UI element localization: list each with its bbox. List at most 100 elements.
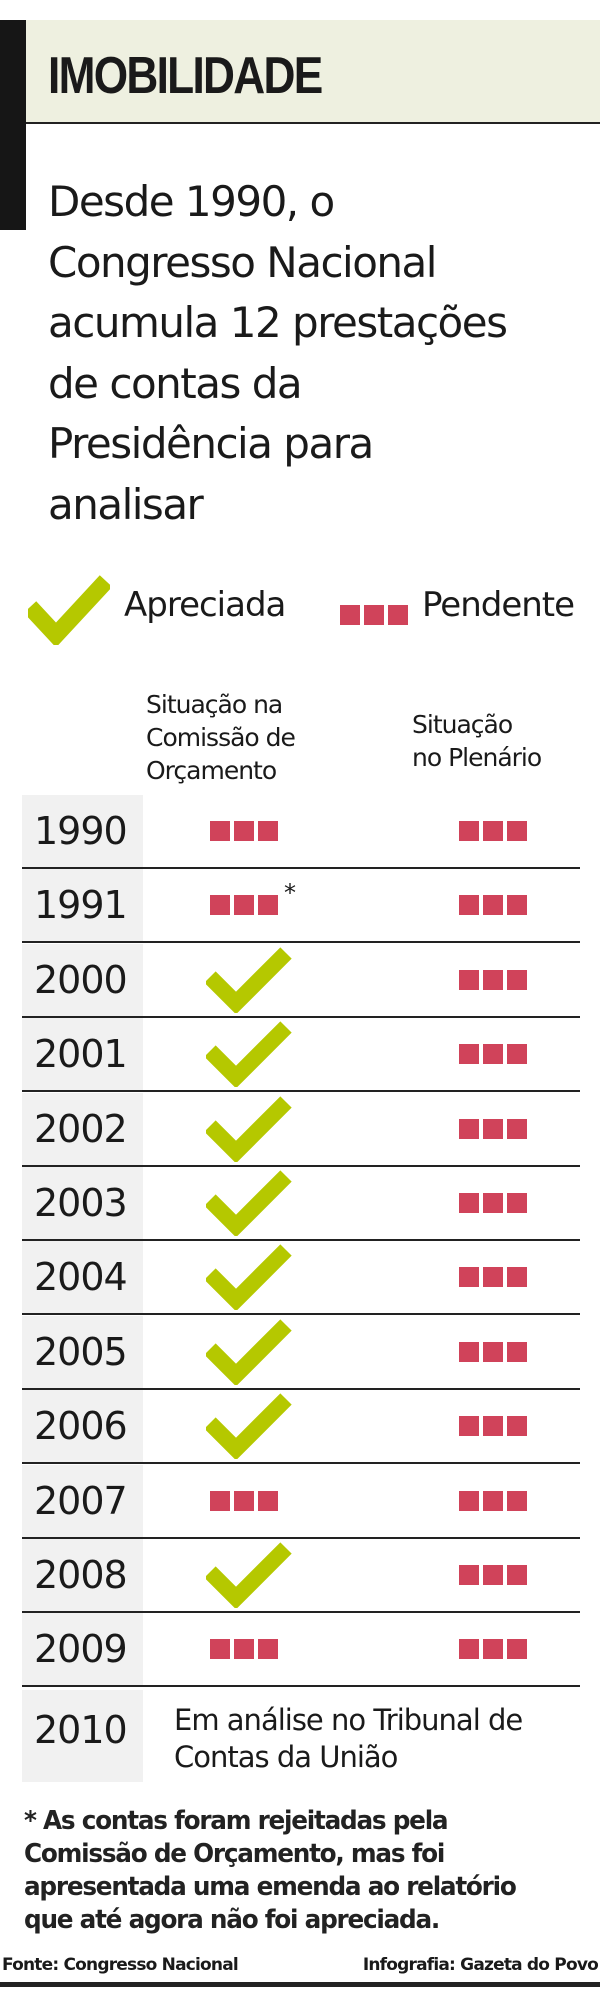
- year-label: 2001: [22, 1018, 143, 1091]
- committee-status: [188, 1018, 292, 1090]
- pending-squares-icon: [459, 1341, 527, 1362]
- table-row: 2002: [22, 1092, 580, 1167]
- header-line: Comissão de: [146, 723, 296, 752]
- year-label: 2009: [22, 1613, 143, 1686]
- header-band: IMOBILIDADE: [26, 20, 600, 124]
- header-line: no Plenário: [412, 743, 542, 772]
- legend-approved-label: Apreciada: [124, 585, 286, 625]
- pending-squares-icon: [459, 821, 527, 841]
- year-label: 2002: [22, 1092, 143, 1165]
- year-label: 2007: [22, 1464, 143, 1537]
- intro-line: acumula 12 prestações: [48, 298, 508, 347]
- accent-bar: [0, 20, 26, 230]
- year-label: 2003: [22, 1167, 143, 1239]
- year-label: 2005: [22, 1315, 143, 1388]
- pending-squares-icon: [459, 1639, 527, 1660]
- year-label: 2004: [22, 1241, 143, 1314]
- table-row: 2006: [22, 1390, 580, 1465]
- committee-status: [188, 1465, 278, 1537]
- intro-line: de contas da: [48, 358, 303, 408]
- intro-text: Desde 1990, o Congresso Nacional acumula…: [48, 172, 600, 535]
- note-line: Contas da União: [174, 1740, 398, 1774]
- committee-status: [188, 1316, 292, 1388]
- committee-status: [188, 1613, 278, 1685]
- check-icon: [206, 1021, 292, 1088]
- intro-line: Congresso Nacional: [48, 237, 437, 287]
- plenary-status: [437, 1316, 527, 1388]
- year-label: 2010: [22, 1690, 143, 1782]
- plenary-status: [437, 795, 527, 867]
- pending-squares-icon: [459, 1267, 527, 1288]
- table-row: 2000: [22, 943, 580, 1018]
- plenary-status: [437, 1390, 527, 1462]
- asterisk: *: [284, 879, 296, 908]
- table-row: 2004: [22, 1241, 580, 1316]
- plenary-status: [437, 1093, 527, 1165]
- status-note: Em análise no Tribunal de Contas da Uniã…: [174, 1702, 523, 1776]
- pending-squares-icon: [210, 1490, 278, 1511]
- pending-squares-icon: [459, 1193, 527, 1213]
- pending-squares-icon: [459, 1565, 527, 1585]
- page-title: IMOBILIDADE: [48, 47, 323, 105]
- year-label: 2006: [22, 1390, 143, 1463]
- header-line: Situação na: [146, 690, 283, 719]
- pending-squares-icon: [210, 821, 278, 841]
- source: Fonte: Congresso Nacional: [2, 1955, 239, 1975]
- year-label: 2008: [22, 1539, 143, 1611]
- plenary-status: [437, 944, 527, 1016]
- plenary-status: [437, 1018, 527, 1090]
- pending-squares-icon: [459, 1416, 527, 1437]
- check-icon: [206, 1319, 292, 1385]
- committee-status: [188, 1241, 292, 1313]
- pending-squares-icon: [459, 1044, 527, 1065]
- pending-squares-icon: [340, 605, 408, 625]
- legend: Apreciada Pendente: [24, 575, 600, 645]
- pending-squares-icon: [459, 1118, 527, 1139]
- committee-status: [188, 795, 278, 867]
- table-row: 2009: [22, 1613, 580, 1688]
- column-header-committee: Situação na Comissão de Orçamento: [146, 688, 296, 787]
- table-row: 2005: [22, 1315, 580, 1390]
- check-icon: [206, 1244, 292, 1311]
- plenary-status: [437, 1241, 527, 1313]
- column-header-plenary: Situação no Plenário: [412, 708, 542, 774]
- table-row: 2008: [22, 1539, 580, 1613]
- table-row: 1991 *: [22, 869, 580, 944]
- bottom-rule: [0, 1982, 600, 1987]
- footnote: * As contas foram rejeitadas pela Comiss…: [24, 1806, 517, 1935]
- committee-status: [188, 1167, 292, 1239]
- pending-squares-icon: [459, 969, 527, 990]
- table-row: 1990: [22, 795, 580, 869]
- check-icon: [206, 1095, 292, 1162]
- pending-squares-icon: [459, 895, 527, 916]
- year-label: 2000: [22, 943, 143, 1016]
- header-line: Orçamento: [146, 756, 277, 785]
- check-icon: [206, 1170, 292, 1236]
- intro-line: analisar: [48, 479, 204, 529]
- intro-line: Desde 1990, o: [48, 177, 335, 226]
- intro-line: Presidência para: [48, 419, 374, 468]
- year-label: 1990: [22, 795, 143, 867]
- check-icon: [28, 575, 110, 645]
- table-row-2010: 2010 Em análise no Tribunal de Contas da…: [22, 1690, 580, 1782]
- note-line: Em análise no Tribunal de: [174, 1703, 523, 1737]
- check-icon: [206, 1393, 292, 1460]
- credit: Infografia: Gazeta do Povo: [362, 1955, 599, 1975]
- pending-squares-icon: [210, 895, 278, 916]
- plenary-status: [437, 1613, 527, 1685]
- legend-pending-label: Pendente: [422, 585, 575, 625]
- check-icon: [206, 1542, 292, 1608]
- plenary-status: [437, 1167, 527, 1239]
- committee-status: [188, 1390, 292, 1462]
- plenary-status: [437, 1465, 527, 1537]
- pending-squares-icon: [459, 1490, 527, 1511]
- year-label: 1991: [22, 869, 143, 942]
- table-row: 2001: [22, 1018, 580, 1093]
- plenary-status: [437, 869, 527, 941]
- header-line: Situação: [412, 710, 513, 739]
- committee-status: [188, 944, 292, 1016]
- pending-squares-icon: [210, 1639, 278, 1660]
- check-icon: [206, 947, 292, 1013]
- table-row: 2003: [22, 1167, 580, 1241]
- plenary-status: [437, 1539, 527, 1611]
